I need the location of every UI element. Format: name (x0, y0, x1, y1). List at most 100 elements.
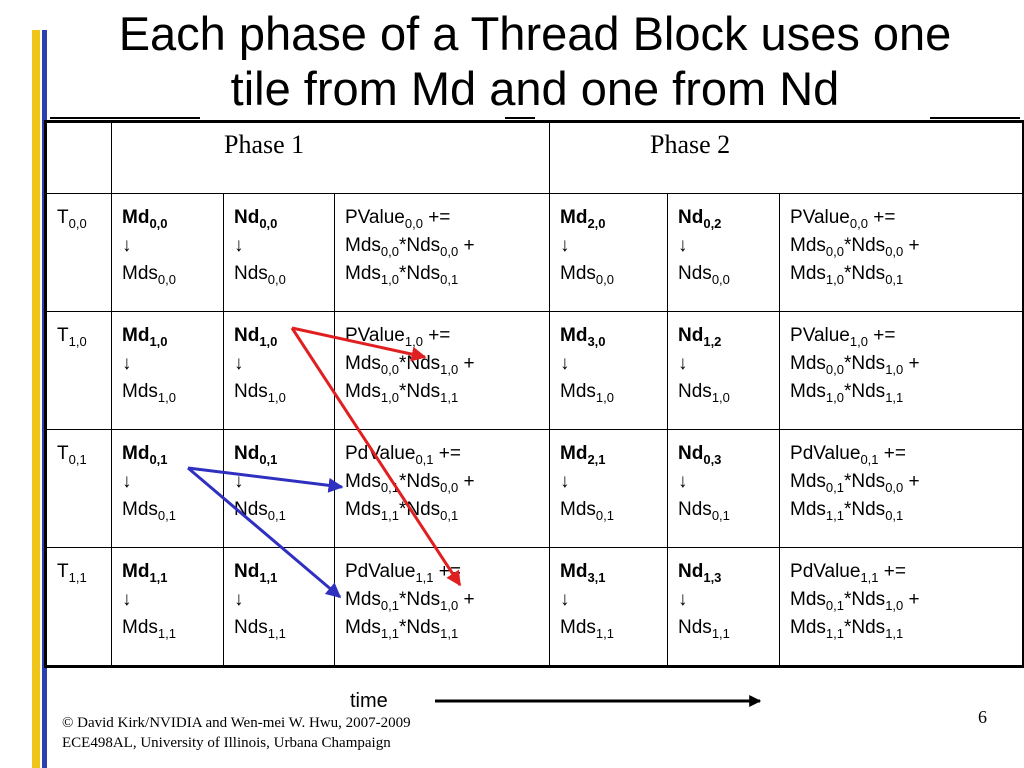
tile-name: Nd (234, 560, 260, 582)
tile-name: Md (122, 560, 150, 582)
shared-tile-name: Nds (678, 616, 712, 638)
subscript: 1,0 (380, 272, 399, 287)
tile-sub: 1,0 (149, 325, 167, 348)
subscript: 0,1 (711, 507, 730, 523)
subscript: 0,0 (440, 479, 459, 495)
subscript: 1,1 (885, 389, 904, 405)
subscript: 1,1 (415, 569, 434, 585)
shared-tile-name: Nds (234, 380, 268, 402)
subscript: 0,0 (885, 479, 904, 495)
pvalue-name: PValue (790, 324, 850, 346)
tile-name: Nd (678, 207, 704, 228)
shared-tile-name: Nds (678, 498, 712, 520)
pvalue-phase1-cell: PdValue0,1 += Mds0,1*Nds0,0 + Mds1,1*Nds0,… (333, 428, 551, 548)
subscript: 0,0 (149, 216, 168, 231)
tile-sub: 0,1 (259, 443, 278, 467)
subscript: 0,1 (380, 479, 399, 495)
nd-phase2-cell: Nd0,2 ↓ Nds0,0 (667, 193, 781, 312)
subscript: 1,0 (711, 389, 730, 405)
subscript: 0,0 (259, 216, 278, 231)
page-number: 6 (978, 707, 987, 727)
subscript: 0,0 (825, 361, 844, 377)
subscript: 0,1 (259, 451, 278, 467)
pvalue-phase2-cell: PdValue0,1 += Mds0,1*Nds0,0 + Mds1,1*Nds0,… (779, 428, 1024, 548)
md-phase2-cell: Md3,1 ↓ Mds1,1 (549, 546, 669, 668)
thread-cell: T0,1 (45, 428, 112, 548)
subscript: 1,0 (825, 389, 844, 405)
tile-sub: 1,1 (149, 561, 167, 584)
footer-credit: © David Kirk/NVIDIA and Wen-mei W. Hwu, … (62, 713, 411, 753)
subscript: 0,0 (711, 272, 730, 287)
shared-tile-name: Mds (122, 498, 158, 520)
table-row: T0,0 Md0,0 ↓ Mds0,0 Nd0,0 ↓ Nds0,0 PValue0,0 +=… (45, 193, 1024, 312)
subscript: 0,1 (267, 507, 286, 523)
thread-name: T (57, 560, 69, 582)
subscript: 0,0 (885, 244, 904, 259)
nd-phase1-cell: Nd0,1 ↓ Nds0,1 (223, 428, 335, 548)
pvalue-phase2-cell: PValue0,0 += Mds0,0*Nds0,0 + Mds1,0*Nds0,1 (779, 193, 1024, 312)
subscript: 1,0 (68, 333, 87, 349)
subscript: 0,0 (849, 216, 868, 231)
subscript: 1,1 (380, 507, 399, 523)
shared-tile-name: Mds (560, 498, 596, 520)
time-label: time (350, 690, 388, 712)
shared-tile-name: Mds (122, 263, 158, 284)
subscript: 0,1 (149, 451, 168, 467)
title-line-1: Each phase of a Thread Block uses one (118, 7, 952, 60)
down-arrow-icon: ↓ (678, 352, 688, 374)
subscript: 1,0 (440, 361, 459, 377)
down-arrow-icon: ↓ (122, 588, 132, 610)
phase-2-header-cell (549, 121, 1024, 194)
tile-name: Nd (678, 324, 704, 346)
pvalue-phase1-cell: PValue0,0 += Mds0,0*Nds0,0 + Mds1,0*Nds0,1 (333, 193, 551, 312)
footer-line-2: ECE498AL, University of Illinois, Urbana… (62, 735, 391, 751)
subscript: 0,0 (380, 244, 399, 259)
pvalue-name: PdValue (790, 442, 861, 464)
tile-sub: 1,2 (703, 325, 721, 348)
down-arrow-icon: ↓ (560, 235, 570, 256)
subscript: 1,0 (885, 361, 904, 377)
subscript: 0,1 (380, 597, 399, 613)
down-arrow-icon: ↓ (560, 588, 570, 610)
subscript: 0,1 (68, 451, 87, 467)
shared-tile-name: Mds (122, 616, 158, 638)
title-rule-mid (505, 117, 535, 119)
nd-phase2-cell: Nd1,3 ↓ Nds1,1 (667, 546, 781, 668)
md-phase2-cell: Md2,1 ↓ Mds0,1 (549, 428, 669, 548)
subscript: 0,0 (595, 272, 614, 287)
subscript: 0,0 (825, 244, 844, 259)
table-row: T1,0 Md1,0 ↓ Mds1,0 Nd1,0 ↓ Nds1,0 PValue1,0 +=… (45, 310, 1024, 430)
subscript: 1,1 (595, 625, 614, 641)
subscript: 0,1 (440, 272, 459, 287)
pvalue-phase2-cell: PValue1,0 += Mds0,0*Nds1,0 + Mds1,0*Nds1,1 (779, 310, 1024, 430)
tile-name: Md (560, 324, 588, 346)
subscript: 3,0 (587, 333, 606, 349)
down-arrow-icon: ↓ (122, 235, 132, 256)
subscript: 0,0 (267, 272, 286, 287)
subscript: 1,0 (267, 389, 286, 405)
md-phase2-cell: Md3,0 ↓ Mds1,0 (549, 310, 669, 430)
subscript: 0,0 (404, 216, 423, 231)
down-arrow-icon: ↓ (234, 588, 244, 610)
tile-name: Nd (678, 560, 704, 582)
pvalue-name: PValue (790, 207, 850, 228)
tile-sub: 0,2 (703, 207, 721, 230)
thread-cell: T0,0 (45, 193, 112, 312)
tile-sub: 0,0 (259, 207, 278, 231)
subscript: 1,1 (440, 625, 459, 641)
tile-name: Nd (234, 442, 260, 464)
title-rule-right (930, 117, 1020, 119)
md-phase1-cell: Md1,1 ↓ Mds1,1 (111, 546, 224, 668)
nd-phase1-cell: Nd0,0 ↓ Nds0,0 (223, 193, 335, 312)
title-rule-left (50, 117, 200, 119)
subscript: 1,0 (885, 597, 904, 613)
subscript: 1,1 (157, 625, 176, 641)
nd-phase2-cell: Nd1,2 ↓ Nds1,0 (667, 310, 781, 430)
subscript: 1,1 (860, 569, 879, 585)
shared-tile-name: Nds (234, 616, 268, 638)
tile-name: Md (122, 207, 150, 228)
subscript: 1,1 (440, 389, 459, 405)
thread-cell: T1,0 (45, 310, 112, 430)
tile-sub: 3,0 (587, 325, 606, 349)
down-arrow-icon: ↓ (678, 470, 688, 492)
